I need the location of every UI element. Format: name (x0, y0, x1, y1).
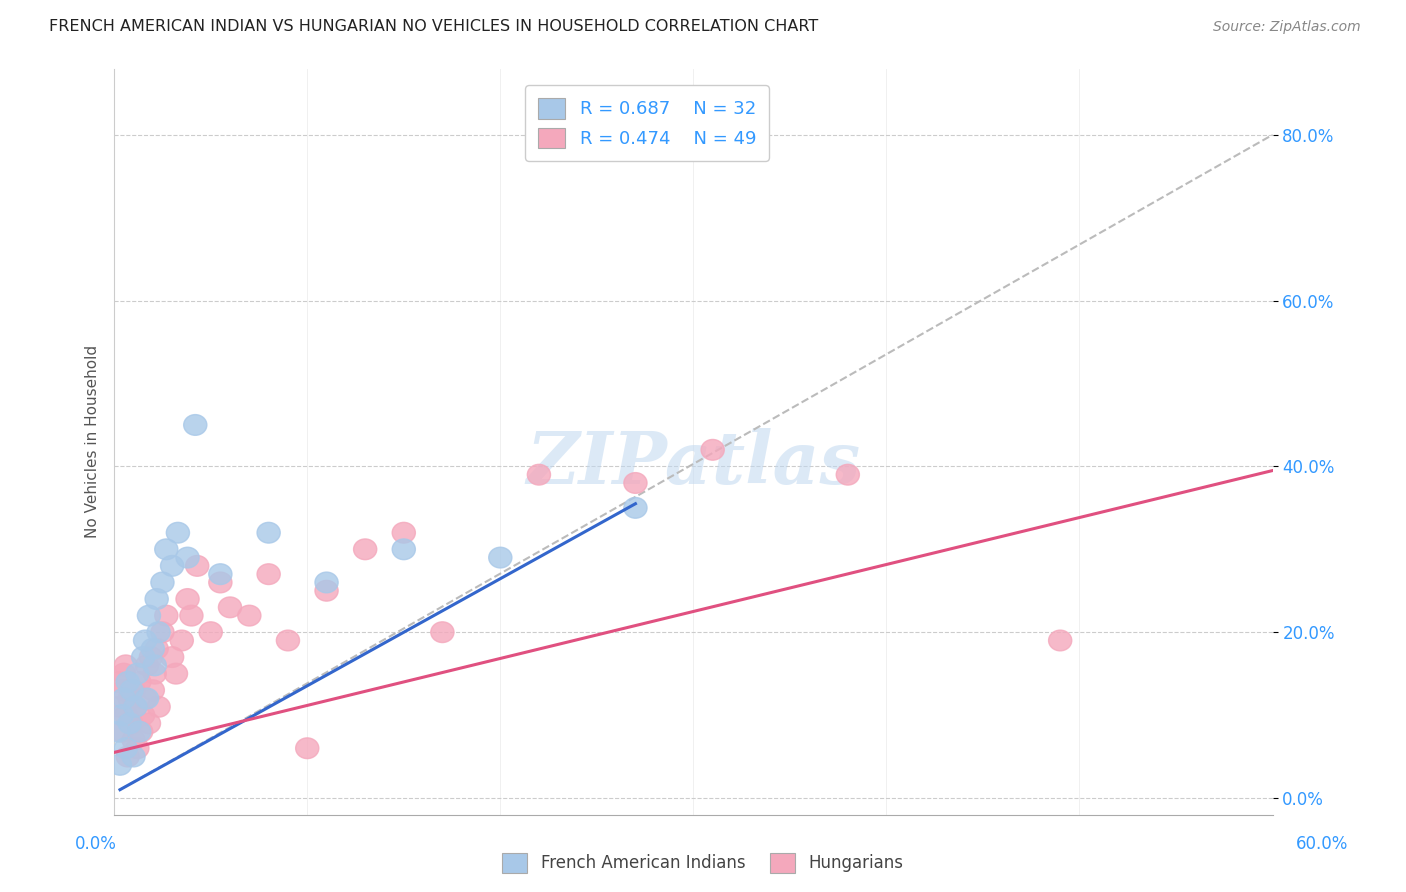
Text: 60.0%: 60.0% (1295, 835, 1348, 853)
Text: 0.0%: 0.0% (75, 835, 117, 853)
Text: FRENCH AMERICAN INDIAN VS HUNGARIAN NO VEHICLES IN HOUSEHOLD CORRELATION CHART: FRENCH AMERICAN INDIAN VS HUNGARIAN NO V… (49, 20, 818, 34)
Y-axis label: No Vehicles in Household: No Vehicles in Household (86, 345, 100, 538)
Legend: French American Indians, Hungarians: French American Indians, Hungarians (496, 847, 910, 880)
Legend: R = 0.687    N = 32, R = 0.474    N = 49: R = 0.687 N = 32, R = 0.474 N = 49 (526, 85, 769, 161)
Text: ZIPatlas: ZIPatlas (526, 428, 860, 500)
Text: Source: ZipAtlas.com: Source: ZipAtlas.com (1213, 21, 1361, 34)
